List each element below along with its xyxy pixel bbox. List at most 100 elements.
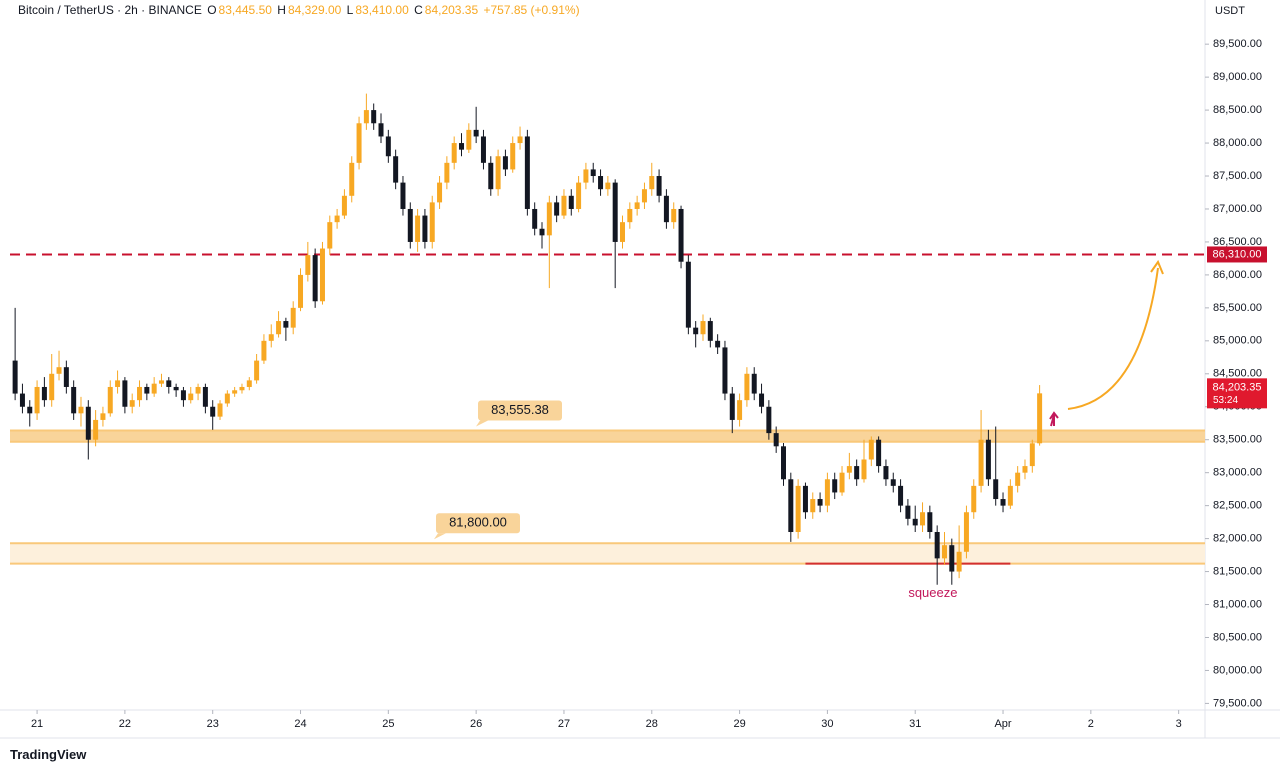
x-tick-label: 22 [119, 718, 131, 730]
candle-body [1029, 443, 1035, 467]
candle-body [700, 321, 706, 335]
candle-body [319, 248, 325, 302]
candle-body [473, 129, 479, 137]
candle-body [137, 386, 143, 401]
candle-body [239, 386, 245, 391]
ohlc-c-value: 84,203.35 [424, 3, 479, 17]
zone-label-pointer [434, 533, 446, 540]
y-tick-label: 88,500.00 [1213, 104, 1262, 116]
zone-label-box [436, 513, 520, 534]
candle-body [780, 446, 786, 480]
candle-body [678, 208, 684, 262]
candle-body [27, 406, 33, 414]
y-tick-label: 89,000.00 [1213, 71, 1262, 83]
ohlc-h-value: 84,329.00 [287, 3, 342, 17]
candle-body [927, 512, 933, 533]
currency-label: USDT [1215, 5, 1245, 17]
legend-header: Bitcoin / TetherUS · 2h · BINANCE O 83,44… [18, 3, 582, 17]
candle-body [876, 439, 882, 467]
candle-body [429, 202, 435, 242]
x-tick-label: 28 [646, 718, 658, 730]
candle-body [19, 393, 25, 407]
candle-body [868, 439, 874, 460]
candle-body [649, 176, 655, 190]
candle-body [517, 136, 523, 144]
y-tick-label: 81,000.00 [1213, 598, 1262, 610]
y-tick-label: 83,000.00 [1213, 467, 1262, 479]
y-tick-label: 84,500.00 [1213, 368, 1262, 380]
y-tick-label: 79,500.00 [1213, 697, 1262, 709]
y-tick-label: 87,500.00 [1213, 170, 1262, 182]
candle-body [993, 479, 999, 500]
candle-body [144, 386, 150, 394]
candle-body [1015, 472, 1021, 486]
candle-body [56, 367, 62, 374]
x-tick-label: 29 [733, 718, 745, 730]
candle-body [663, 195, 669, 223]
candle-body [554, 202, 560, 216]
candle-body [612, 182, 618, 242]
ohlc-l-value: 83,410.00 [355, 3, 409, 17]
ohlc-l-label: L [346, 3, 354, 17]
candle-body [810, 499, 816, 513]
change: +757.85 (+0.91%) [483, 3, 580, 17]
candle-body [605, 182, 611, 190]
x-tick-label: 30 [821, 718, 833, 730]
y-tick-label: 85,500.00 [1213, 302, 1262, 314]
candle-body [671, 208, 677, 223]
y-tick-label: 85,000.00 [1213, 335, 1262, 347]
candle-body [949, 545, 955, 572]
y-tick-label: 89,500.00 [1213, 38, 1262, 50]
candle-body [634, 202, 640, 209]
candle-body [898, 485, 904, 506]
candle-body [349, 162, 355, 196]
zone-label-pointer [476, 420, 488, 427]
candle-body [173, 386, 179, 391]
candle-body [422, 215, 428, 242]
projection-arrow [1067, 267, 1159, 410]
candle-body [393, 156, 399, 183]
candle-body [1037, 393, 1043, 444]
candle-body [12, 360, 18, 394]
candle-body [854, 466, 860, 480]
x-tick-label: 27 [558, 718, 570, 730]
candle-body [107, 386, 113, 414]
candle-body [202, 386, 208, 407]
candle-body [261, 340, 267, 361]
candle-body [1022, 466, 1028, 473]
candle-body [620, 222, 626, 242]
candle-body [912, 518, 918, 526]
candle-body [934, 532, 940, 559]
candle-body [480, 136, 486, 163]
candle-body [334, 215, 340, 223]
y-tick-label: 82,000.00 [1213, 533, 1262, 545]
x-tick-label: 23 [207, 718, 219, 730]
candle-body [963, 512, 969, 552]
y-tick-label: 80,000.00 [1213, 664, 1262, 676]
candle-body [795, 485, 801, 533]
candle-body [985, 439, 991, 480]
y-tick-label: 88,000.00 [1213, 137, 1262, 149]
candle-body [729, 393, 735, 420]
x-tick-label: 26 [470, 718, 482, 730]
candle-body [495, 156, 501, 190]
y-tick-label: 86,000.00 [1213, 269, 1262, 281]
candle-body [524, 136, 530, 209]
zone-label: 81,800.00 [449, 515, 507, 530]
candle-body [788, 479, 794, 533]
candle-body [356, 123, 362, 163]
candle-body [363, 110, 369, 124]
candle-body [268, 334, 274, 341]
x-tick-label: 31 [909, 718, 921, 730]
candle-body [656, 176, 662, 196]
x-tick-label: 24 [294, 718, 306, 730]
ohlc-o-label: O [207, 3, 217, 17]
level-tag-label: 86,310.00 [1213, 248, 1262, 260]
candle-body [180, 390, 186, 401]
candle-body [539, 228, 545, 236]
y-tick-label: 81,500.00 [1213, 565, 1262, 577]
candle-body [290, 307, 296, 328]
